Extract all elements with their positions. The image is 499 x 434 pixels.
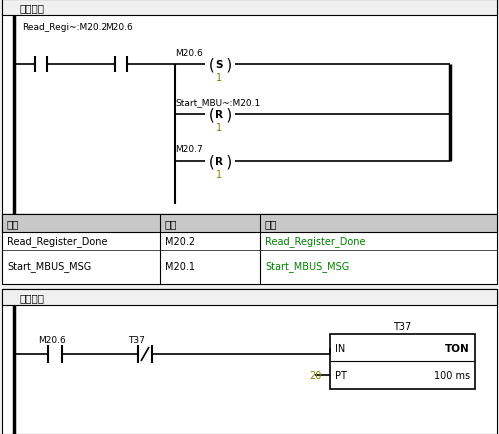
Text: R: R <box>215 157 223 167</box>
Text: 1: 1 <box>216 73 222 83</box>
Text: 1: 1 <box>216 170 222 180</box>
Text: M20.1: M20.1 <box>165 261 195 271</box>
Text: S: S <box>215 60 223 70</box>
Text: PT: PT <box>335 370 347 380</box>
Bar <box>2 0 497 16</box>
Bar <box>2 214 497 233</box>
Bar <box>330 334 475 389</box>
Text: 地址: 地址 <box>165 218 178 228</box>
Text: 100 ms: 100 ms <box>434 370 470 380</box>
Text: (: ( <box>207 57 216 72</box>
Text: IN: IN <box>335 343 345 353</box>
Bar <box>2 214 497 284</box>
Text: Read_Register_Done: Read_Register_Done <box>265 236 365 247</box>
Text: 1: 1 <box>216 123 222 133</box>
Text: R: R <box>215 110 223 120</box>
Text: M20.7: M20.7 <box>175 145 203 154</box>
Text: (: ( <box>207 107 216 122</box>
Text: ): ) <box>224 57 233 72</box>
Bar <box>2 289 497 305</box>
Text: 注释: 注释 <box>265 218 277 228</box>
Text: Start_MBUS_MSG: Start_MBUS_MSG <box>265 261 349 272</box>
Text: T37: T37 <box>128 336 145 345</box>
Text: ): ) <box>224 107 233 122</box>
Text: 输入注释: 输入注释 <box>20 3 45 13</box>
Text: M20.6: M20.6 <box>175 49 203 58</box>
Text: ): ) <box>224 154 233 169</box>
Text: Read_Regi~:M20.2: Read_Regi~:M20.2 <box>22 23 107 33</box>
Text: Start_MBU~:M20.1: Start_MBU~:M20.1 <box>175 98 260 107</box>
Text: 输入注释: 输入注释 <box>20 293 45 302</box>
Bar <box>2 0 497 214</box>
Text: Read_Register_Done: Read_Register_Done <box>7 236 107 247</box>
Text: 20: 20 <box>309 370 322 380</box>
Bar <box>2 289 497 434</box>
Text: T37: T37 <box>393 321 412 331</box>
Text: M20.2: M20.2 <box>165 237 195 247</box>
Text: M20.6: M20.6 <box>38 336 66 345</box>
Text: Start_MBUS_MSG: Start_MBUS_MSG <box>7 261 91 272</box>
Text: 符号: 符号 <box>7 218 19 228</box>
Text: (: ( <box>207 154 216 169</box>
Text: TON: TON <box>445 343 470 353</box>
Text: M20.6: M20.6 <box>105 23 133 33</box>
